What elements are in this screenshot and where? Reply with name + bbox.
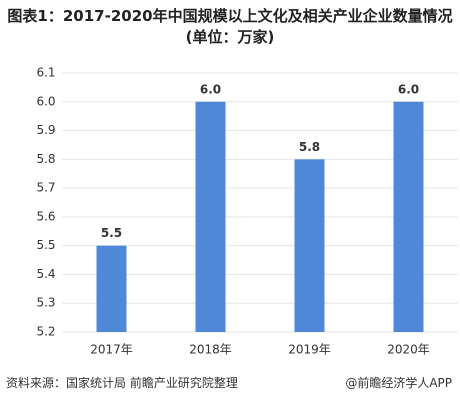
bar	[195, 101, 226, 333]
value-label: 5.8	[299, 140, 320, 154]
chart: 5.2 5.3 5.4 5.5 5.6 5.7 5.8 5.9 6.0 6.1 2017年 5.5 20…	[36, 66, 458, 357]
value-label: 5.5	[101, 226, 122, 240]
y-tick-label: 6.0	[36, 94, 55, 108]
y-tick-label: 5.5	[36, 238, 55, 252]
x-tick-label: 2019年	[288, 343, 331, 357]
source-note: 资料来源：国家统计局 前瞻产业研究院整理	[6, 376, 238, 390]
y-tick-label: 5.6	[36, 209, 55, 223]
x-tick-label: 2017年	[90, 343, 133, 357]
x-tick-label: 2020年	[387, 343, 430, 357]
x-tick-label: 2018年	[189, 343, 232, 357]
y-tick-label: 5.2	[36, 325, 55, 339]
y-tick-label: 5.8	[36, 152, 55, 166]
bar	[96, 245, 127, 332]
chart-title: 图表1：2017-2020年中国规模以上文化及相关产业企业数量情况(单位：万家)	[7, 7, 453, 46]
y-tick-label: 5.4	[36, 267, 55, 281]
bar	[294, 159, 325, 332]
value-label: 6.0	[200, 82, 221, 96]
value-label: 6.0	[398, 82, 419, 96]
y-tick-label: 5.9	[36, 123, 55, 137]
bar	[393, 101, 424, 333]
y-tick-label: 5.7	[36, 181, 55, 195]
y-tick-label: 5.3	[36, 296, 55, 310]
y-tick-label: 6.1	[36, 66, 55, 80]
brand-note: @前瞻经济学人APP	[345, 376, 452, 390]
